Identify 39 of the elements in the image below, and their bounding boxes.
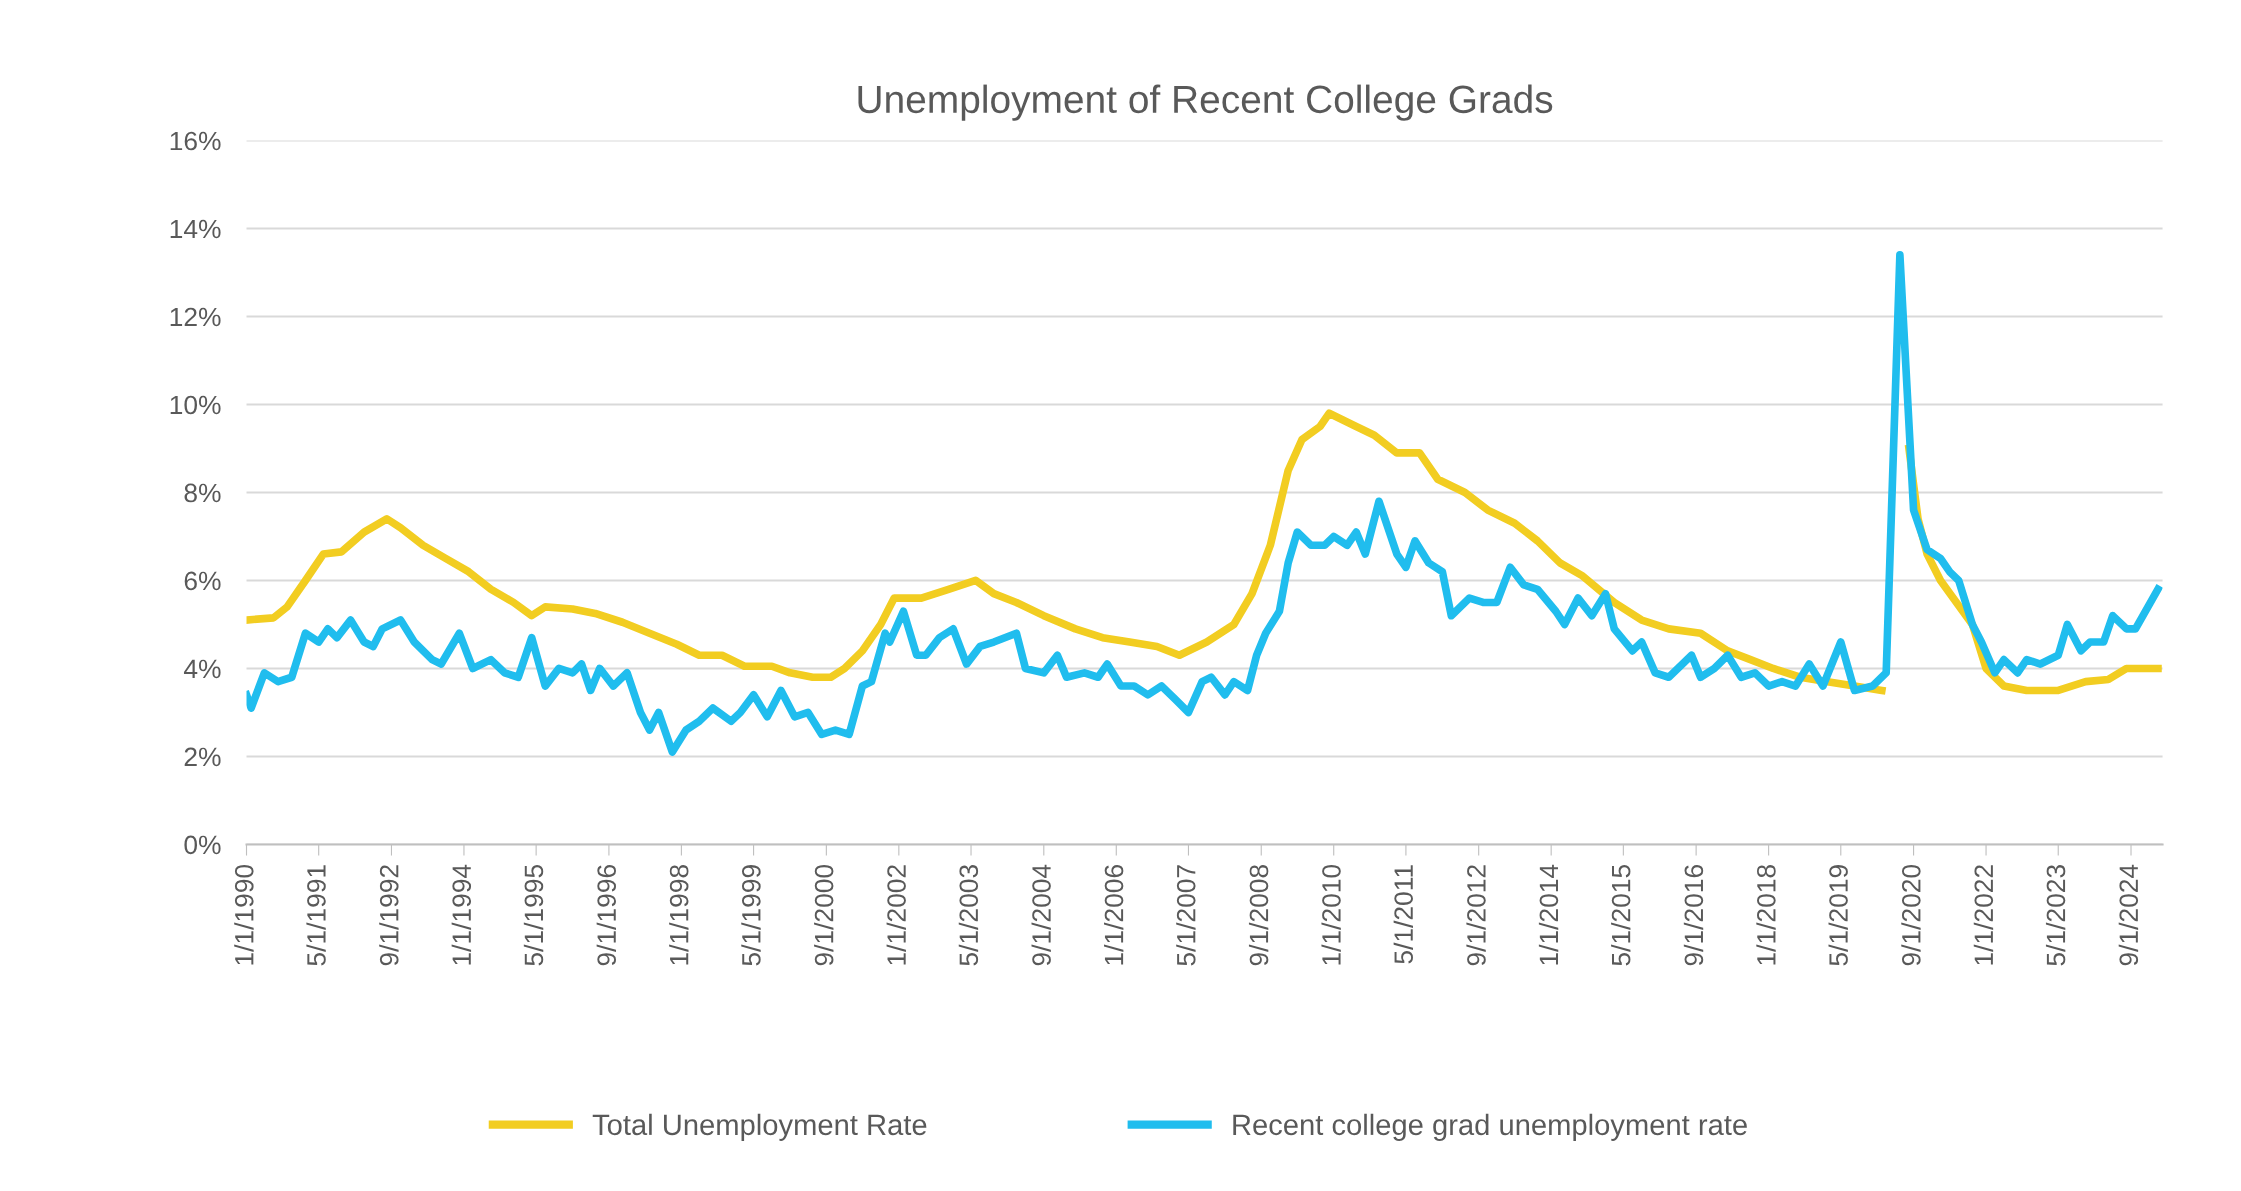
x-tick-label: 9/1/2024	[2118, 864, 2139, 966]
x-tick-label: 9/1/1996	[596, 865, 616, 966]
x-tick-label: 1/1/2022	[1973, 865, 1994, 965]
y-tick-label: 10%	[170, 395, 221, 415]
x-tick-label: 5/1/2015	[1611, 864, 1631, 966]
legend-label: Recent college grad unemployment rate	[1233, 1113, 1747, 1141]
x-tick-label: 9/1/2012	[1466, 865, 1486, 966]
y-tick-label: 8%	[184, 483, 221, 503]
x-tick-label: 5/1/1995	[523, 864, 544, 966]
x-tick-label: 9/1/2020	[1901, 864, 1921, 966]
y-tick-label: 14%	[170, 219, 221, 239]
x-tick-label: 5/1/2011	[1393, 865, 1413, 964]
x-tick-label: 1/1/2014	[1538, 864, 1559, 965]
x-tick-label: 9/1/2000	[814, 864, 834, 966]
x-tick-label: 1/1/2018	[1756, 865, 1776, 965]
x-tick-label: 1/1/2002	[886, 865, 906, 965]
y-tick-label: 16%	[170, 131, 221, 151]
chart-title: Unemployment of Recent College Grads	[858, 84, 1553, 121]
y-tick-label: 2%	[184, 747, 221, 767]
legend-label: Total Unemployment Rate	[592, 1113, 927, 1141]
x-tick-label: 9/1/2004	[1031, 864, 1051, 966]
y-tick-label: 0%	[184, 835, 221, 855]
x-tick-label: 1/1/1990	[234, 864, 254, 965]
x-tick-label: 5/1/2007	[1176, 865, 1196, 966]
y-tick-label: 6%	[184, 571, 221, 591]
x-tick-label: 5/1/1999	[741, 865, 761, 966]
x-tick-label: 1/1/1998	[669, 865, 689, 965]
x-tick-label: 9/1/2016	[1683, 865, 1704, 966]
x-tick-label: 5/1/2023	[2045, 865, 2066, 966]
x-tick-label: 9/1/1992	[379, 865, 399, 966]
x-tick-label: 1/1/1994	[451, 864, 472, 965]
x-tick-label: 9/1/2008	[1248, 865, 1269, 966]
x-tick-label: 5/1/2003	[958, 865, 979, 966]
x-tick-label: 1/1/2010	[1321, 864, 1341, 965]
y-tick-label: 4%	[183, 659, 221, 679]
x-tick-label: 5/1/1991	[306, 865, 326, 966]
x-tick-label: 1/1/2006	[1103, 865, 1124, 965]
x-tick-label: 5/1/2019	[1828, 865, 1848, 966]
y-tick-label: 12%	[170, 307, 221, 327]
